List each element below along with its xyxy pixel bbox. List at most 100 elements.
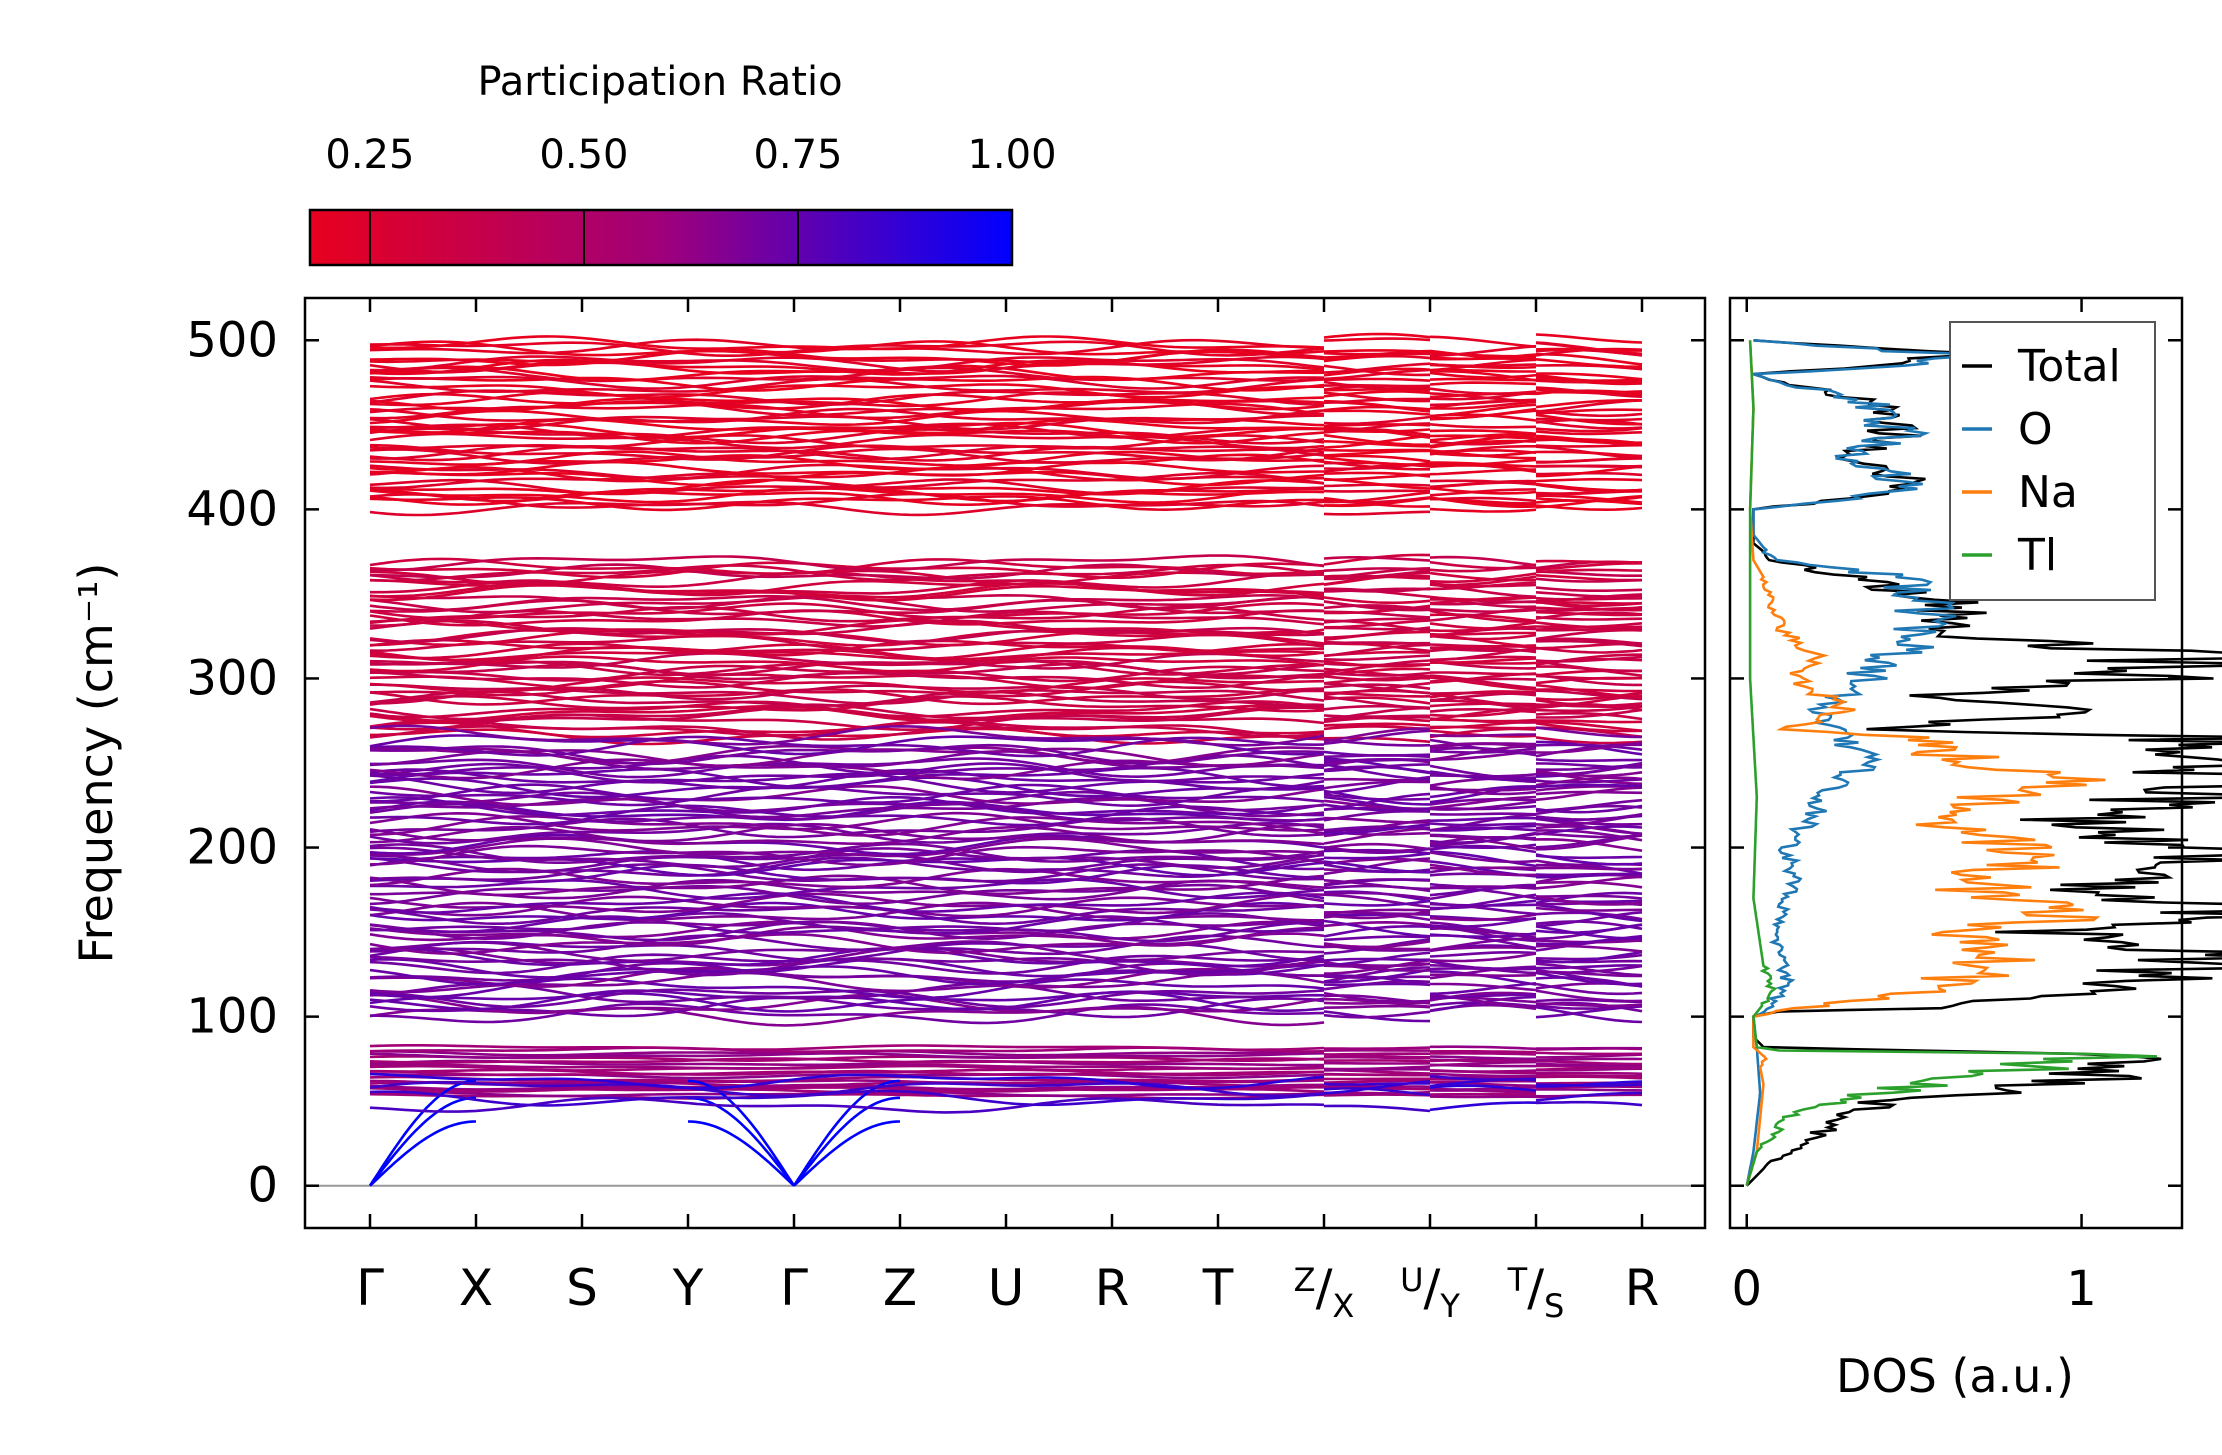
- band-line: [1323, 660, 1431, 668]
- band-line: [1429, 575, 1537, 587]
- band-line: [1535, 783, 1643, 789]
- colorbar-tick-label: 1.00: [967, 132, 1056, 178]
- band-x-tick-label: Y: [672, 1259, 704, 1317]
- band-line: [1536, 1074, 1642, 1078]
- band-line: [370, 683, 1325, 701]
- band-line: [1323, 1046, 1431, 1050]
- band-line: [1323, 919, 1431, 938]
- band-line: [369, 554, 1325, 572]
- band-line: [1323, 337, 1431, 342]
- band-line: [369, 676, 1325, 694]
- colorbar-tick-labels: 0.25 0.50 0.75 1.00: [325, 132, 1056, 178]
- band-line: [369, 953, 1325, 975]
- band-line: [1323, 409, 1431, 416]
- band-line: [369, 633, 1325, 653]
- band-line: [1429, 335, 1537, 348]
- band-line: [369, 1051, 1325, 1060]
- band-line: [369, 450, 1325, 467]
- band-line: [1323, 951, 1431, 967]
- band-line: [1323, 908, 1431, 916]
- band-line: [1429, 798, 1537, 806]
- band-line: [1535, 426, 1643, 433]
- band-line: [1536, 464, 1643, 469]
- band-line: [1535, 708, 1643, 719]
- colorbar-ticks: [368, 210, 799, 265]
- band-x-axis: Γ X S Y Γ Z U R T Z/X U/Y T/S R: [356, 298, 1659, 1325]
- band-line: [369, 340, 1325, 357]
- band-line: [1535, 637, 1643, 645]
- band-line: [369, 700, 1325, 719]
- band-line: [1323, 879, 1431, 891]
- band-line: [1429, 507, 1537, 513]
- band-line: [1429, 832, 1537, 844]
- band-line: [1323, 1104, 1431, 1113]
- band-line: [1535, 568, 1643, 574]
- acoustic-branch: [687, 1096, 796, 1187]
- band-line: [1535, 711, 1643, 721]
- band-line: [1429, 1101, 1537, 1112]
- band-line: [1323, 600, 1431, 610]
- band-line: [1323, 695, 1431, 710]
- band-line: [1323, 991, 1431, 1004]
- band-line: [1535, 853, 1643, 866]
- band-line: [1535, 1091, 1642, 1102]
- band-line: [369, 383, 1325, 399]
- band-line: [1429, 387, 1537, 395]
- band-line: [1535, 477, 1643, 483]
- band-line: [1429, 813, 1537, 832]
- band-line: [1429, 738, 1537, 756]
- band-line: [1429, 609, 1537, 623]
- band-line: [1324, 569, 1431, 581]
- band-line: [1429, 487, 1537, 495]
- band-line: [1429, 432, 1536, 442]
- band-line: [369, 744, 1325, 765]
- band-line: [1535, 832, 1643, 839]
- band-line: [1323, 351, 1431, 356]
- colorbar-title: Participation Ratio: [477, 59, 842, 105]
- band-line: [1429, 863, 1537, 877]
- band-line: [1323, 596, 1431, 605]
- band-line: [1429, 400, 1537, 410]
- band-line: [1323, 857, 1431, 876]
- band-line: [1323, 362, 1431, 374]
- band-line: [1429, 608, 1537, 614]
- colorbar-bar: [308, 208, 1014, 267]
- band-y-tick-label: 200: [186, 820, 278, 876]
- band-line: [1323, 763, 1431, 773]
- band-line: [1536, 456, 1643, 464]
- band-line: [369, 724, 1325, 747]
- band-line: [1430, 982, 1537, 992]
- band-line: [1535, 872, 1643, 877]
- band-line: [1323, 433, 1430, 446]
- band-line: [1535, 434, 1643, 447]
- band-line: [1323, 332, 1431, 339]
- band-line: [1323, 899, 1431, 907]
- band-line: [1323, 891, 1431, 900]
- band-line: [1535, 698, 1643, 707]
- band-line: [1429, 1055, 1536, 1061]
- band-line: [1535, 880, 1643, 889]
- band-x-tick-label: U: [988, 1259, 1025, 1317]
- band-line: [1535, 495, 1643, 503]
- band-line: [1535, 373, 1642, 384]
- band-line: [369, 571, 1325, 589]
- acoustic-branch: [368, 1096, 477, 1187]
- band-line: [1429, 800, 1537, 811]
- band-line: [1323, 924, 1431, 938]
- band-line: [1429, 851, 1537, 864]
- band-line: [369, 901, 1325, 922]
- band-y-axis: 0 100 200 300 400 500: [186, 312, 1705, 1214]
- band-line: [1535, 420, 1643, 430]
- band-line: [1323, 863, 1431, 874]
- band-line: [369, 601, 1325, 620]
- band-line: [1535, 450, 1643, 458]
- colorbar-tick-label: 0.25: [325, 132, 414, 178]
- band-line: [1429, 1084, 1537, 1092]
- band-x-tick-label: T: [1202, 1259, 1234, 1317]
- band-line: [1429, 657, 1537, 664]
- band-line: [369, 1044, 1325, 1052]
- band-line: [369, 619, 1325, 637]
- band-line: [370, 422, 1325, 440]
- band-line: [1535, 388, 1643, 394]
- band-line: [369, 629, 1325, 647]
